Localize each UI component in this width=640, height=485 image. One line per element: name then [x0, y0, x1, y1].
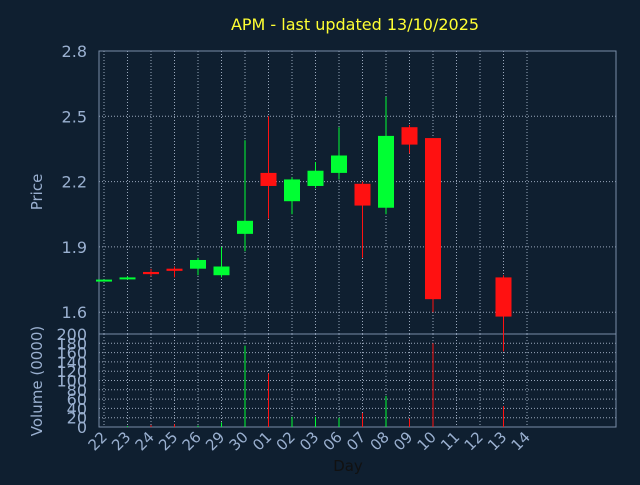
candle-body: [331, 155, 347, 173]
candle-body: [307, 170, 324, 186]
candle-body: [495, 277, 512, 317]
volume-bars: [127, 343, 504, 427]
candles: [96, 96, 512, 352]
candle-body: [119, 277, 136, 280]
volume-tick-label: 80: [67, 381, 87, 400]
price-tick-label: 1.9: [62, 238, 87, 257]
volume-tick-label: 180: [56, 334, 87, 353]
candle-body: [284, 179, 300, 202]
volume-tick-label: 120: [56, 362, 87, 381]
volume-tick-label: 0: [77, 418, 87, 437]
volume-plot-frame: [98, 333, 617, 428]
volume-axis-label: Volume (0000): [28, 326, 46, 436]
volume-tick-label: 100: [56, 372, 87, 391]
candle-body: [96, 279, 112, 282]
volume-tick-label: 40: [67, 399, 87, 418]
x-axis-label: Day: [333, 457, 363, 475]
candle-body: [237, 220, 253, 234]
candle-body: [378, 135, 394, 208]
candle-body: [401, 127, 418, 145]
volume-tick-label: 140: [56, 353, 87, 372]
candle-body: [260, 172, 277, 186]
candle-body: [143, 271, 159, 275]
volume-tick-label: 200: [56, 325, 87, 344]
candle-body: [166, 268, 183, 271]
volume-tick-label: 20: [67, 409, 87, 428]
candle-body: [354, 183, 371, 206]
price-tick-label: 2.5: [62, 107, 87, 126]
price-tick-label: 1.6: [62, 303, 87, 322]
candle-body: [213, 266, 230, 276]
candle-body: [425, 138, 441, 300]
price-tick-labels: 1.6 1.9 2.2 2.5 2.8: [62, 42, 87, 322]
candle-body: [190, 259, 206, 269]
chart-title: APM - last updated 13/10/2025: [231, 15, 479, 34]
price-tick-label: 2.2: [62, 173, 87, 192]
price-tick-label: 2.8: [62, 42, 87, 61]
volume-tick-label: 60: [67, 390, 87, 409]
price-axis-label: Price: [28, 174, 46, 211]
volume-tick-label: 160: [56, 344, 87, 363]
